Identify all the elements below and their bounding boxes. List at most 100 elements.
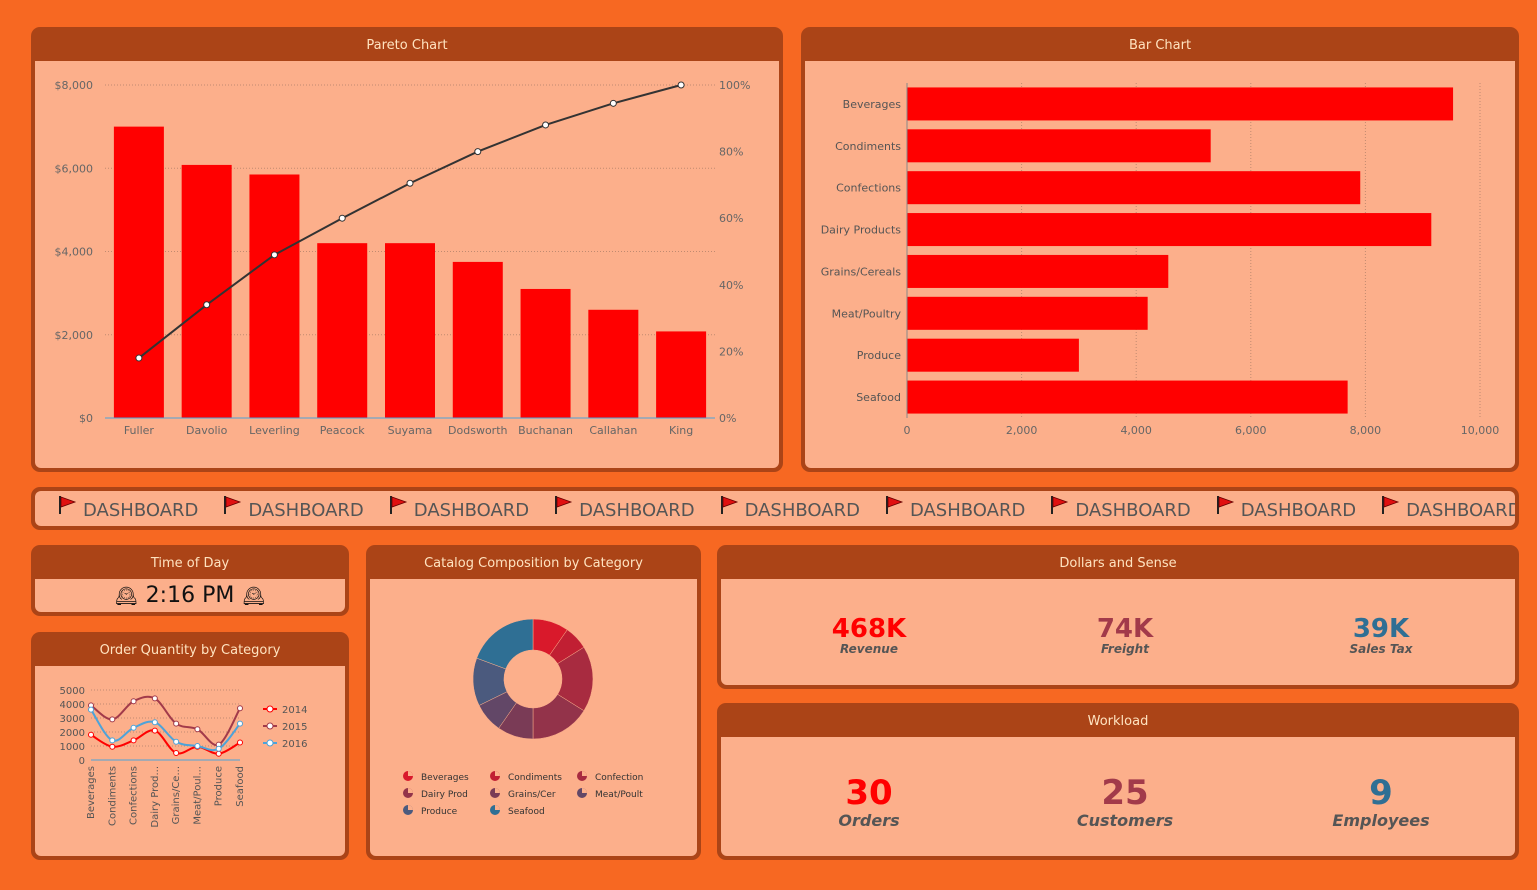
pareto-x-label: Leverling [249,424,300,437]
pareto-x-label: Peacock [320,424,366,437]
pareto-y2-tick: 20% [719,345,743,358]
clock-display: 🕰 2:16 PM 🕰 [35,579,345,614]
red-flag-icon [1049,491,1069,526]
pareto-cumulative-point [135,354,143,362]
legend-label: Confection [595,773,643,783]
legend-item: Condiments [490,771,562,783]
order-legend-marker [266,739,274,747]
pareto-y2-tick: 100% [719,79,750,92]
red-flag-icon [57,491,77,526]
pareto-y-tick: $0 [79,412,93,425]
order-series-point [130,698,137,705]
ticker-text: DASHBOARD [1406,500,1515,521]
catalog-donut-chart: Beverages Condiments Confection Dairy Prod G… [403,618,643,817]
bar-rect [907,171,1361,205]
order-series-point [151,719,158,726]
time-title: Time of Day [150,556,230,571]
ticker-item: DASHBOARD [35,491,198,526]
order-x-label: Meat/Poul... [192,766,203,825]
legend-pie-cutout [408,771,413,776]
legend-item: Grains/Cer [490,788,556,800]
ticker-text: DASHBOARD [248,500,364,521]
order-y-tick: 2000 [60,728,85,739]
dollars-kpi-label: Revenue [840,642,898,656]
order-legend-label: 2015 [282,722,307,733]
workload-kpi: 30 Orders [769,773,969,830]
legend-label: Dairy Prod [421,790,468,800]
ticker-text: DASHBOARD [1240,500,1357,521]
bar-y-label: Produce [857,349,901,362]
pareto-x-label: Dodsworth [448,424,507,437]
legend-label: Grains/Cer [508,790,556,800]
catalog-panel: Catalog Composition by Category Beverage… [366,545,701,860]
ticker-text: DASHBOARD [744,500,860,521]
red-flag-icon [1380,491,1400,526]
order-legend-marker [266,722,274,730]
order-series-point [151,695,158,702]
dollars-kpi: 468K Revenue [769,614,969,656]
pareto-x-label: King [669,424,693,437]
pareto-y-tick: $2,000 [55,329,94,342]
red-flag-icon [1215,491,1235,526]
order-series-point [215,745,222,752]
bar-chart: 0 2,000 4,000 6,000 8,000 10,000 Beverages Cond… [821,83,1499,437]
legend-item: Seafood [490,805,545,817]
ticker-text: DASHBOARD [579,500,695,521]
pareto-x-label: Fuller [124,424,155,437]
bar-rect [907,87,1454,121]
legend-label: Meat/Poult [595,790,643,800]
bar-x-tick: 6,000 [1235,424,1267,437]
pareto-bar [452,261,503,418]
order-x-label: Dairy Prod... [150,766,161,828]
bar-y-label: Grains/Cereals [821,265,902,278]
ticker-item: DASHBOARD [364,491,529,526]
dollars-kpi: 39K Sales Tax [1281,614,1481,656]
dollars-kpi-value: 74K [1096,614,1154,644]
pareto-title: Pareto Chart [366,38,448,53]
pareto-x-label: Buchanan [518,424,573,437]
workload-kpi-value: 25 [1101,773,1149,813]
pareto-y-tick: $8,000 [55,79,94,92]
legend-pie-cutout [582,771,587,776]
order-y-tick: 3000 [60,714,85,725]
bar-rect [907,254,1169,288]
order-series-point [194,726,201,733]
pareto-cumulative-point [677,81,685,89]
order-chart: 0 1000 2000 3000 4000 5000 Beverages Condiments… [60,686,308,828]
pareto-bar [249,174,300,418]
dollars-kpi-label: Sales Tax [1349,642,1413,656]
order-series-point [194,743,201,749]
order-x-label: Beverages [86,766,97,819]
pareto-y2-tick: 0% [719,412,736,425]
order-legend-label: 2016 [282,739,307,750]
ticker-text: DASHBOARD [83,500,199,521]
pareto-bar [520,288,571,418]
ticker-item: DASHBOARD [695,491,860,526]
order-series-point [237,705,243,712]
order-series-point [173,750,180,756]
order-series-point [130,737,137,744]
time-panel: Time of Day 🕰 2:16 PM 🕰 [31,545,349,616]
ticker-track: DASHBOARD DASHBOARD DASHBOARD DASHBOARD DASH… [35,491,1515,526]
ticker-item: DASHBOARD [860,491,1025,526]
ticker-item: DASHBOARD [198,491,364,526]
ticker-item: DASHBOARD [1356,491,1515,526]
pareto-cumulative-point [270,251,278,259]
catalog-title: Catalog Composition by Category [424,556,643,571]
legend-label: Produce [421,807,458,817]
order-x-label: Grains/Ce... [171,766,182,824]
legend-pie-cutout [495,805,500,810]
legend-item: Beverages [403,771,469,783]
bar-rect [907,213,1432,247]
workload-kpi-label: Employees [1332,811,1430,830]
pareto-cumulative-point [609,99,617,107]
mantelpiece-clock-icon: 🕰 [114,586,138,607]
legend-item: Meat/Poult [577,788,643,800]
workload-kpi: 25 Customers [1025,773,1225,830]
ticker-item: DASHBOARD [1025,491,1191,526]
pareto-cumulative-point [542,121,550,129]
order-x-label: Seafood [235,766,246,807]
legend-pie-cutout [495,771,500,776]
workload-panel: Workload 30 Orders 25 Customers 9 Employees [717,703,1519,860]
pareto-y2-tick: 40% [719,279,743,292]
